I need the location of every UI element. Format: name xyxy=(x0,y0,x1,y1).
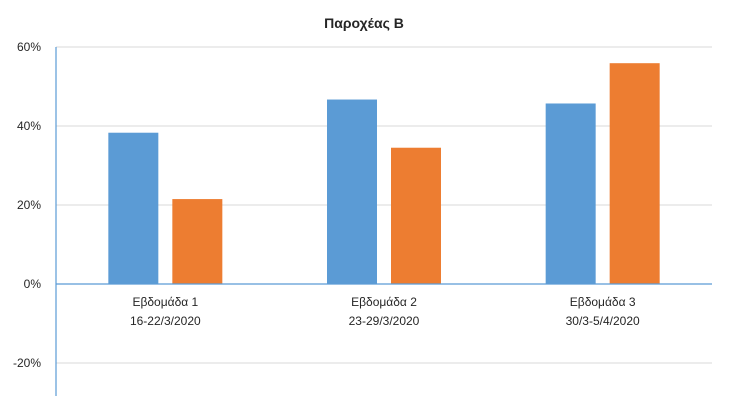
chart-title: Παροχέας Β xyxy=(324,15,404,31)
y-tick-label: 20% xyxy=(17,198,41,212)
gridlines xyxy=(56,46,712,364)
y-axis-tick-labels: 60% 40% 20% 0% -20% xyxy=(13,40,41,370)
bar-series-2-category-2 xyxy=(391,147,441,284)
x-category-label: 16-22/3/2020 xyxy=(130,314,201,328)
bars xyxy=(108,63,660,284)
bar-series-2-category-1 xyxy=(172,199,223,284)
bar-series-1-category-2 xyxy=(327,99,377,284)
x-category-label: Εβδομάδα 2 xyxy=(351,295,417,309)
bar-series-1-category-3 xyxy=(545,103,596,284)
y-tick-label: 40% xyxy=(17,119,41,133)
y-tick-label: -20% xyxy=(13,356,41,370)
x-category-label: 30/3-5/4/2020 xyxy=(566,314,640,328)
y-tick-label: 0% xyxy=(24,277,42,291)
bar-series-1-category-1 xyxy=(108,132,159,284)
x-category-label: Εβδομάδα 1 xyxy=(132,295,198,309)
x-category-label: 23-29/3/2020 xyxy=(349,314,420,328)
y-tick-label: 60% xyxy=(17,40,41,54)
bar-series-2-category-3 xyxy=(609,63,660,284)
axes xyxy=(55,47,712,396)
x-axis-category-labels: Εβδομάδα 1 16-22/3/2020 Εβδομάδα 2 23-29/3/… xyxy=(130,295,640,328)
x-category-label: Εβδομάδα 3 xyxy=(570,295,636,309)
